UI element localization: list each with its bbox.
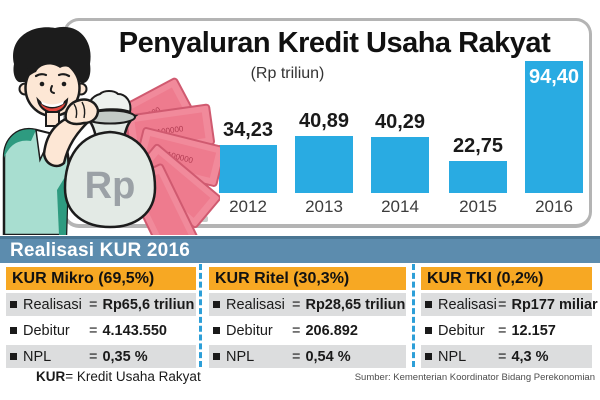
abbreviation-note: KUR= Kredit Usaha Rakyat [36,369,201,384]
bullet-square-icon [213,301,220,308]
bullet-square-icon [213,353,220,360]
bar-value-label: 34,23 [222,119,274,141]
abbrev-bold: KUR [36,369,66,384]
data-row: Realisasi = Rp28,65 triliun [209,293,406,316]
equals-sign: = [292,348,301,365]
bar-chart: 34,23 2012 40,89 2013 40,29 2014 22,75 2015 94,4… [219,61,583,216]
row-value: 206.892 [305,322,358,339]
column-header: KUR TKI (0,2%) [421,267,592,290]
money-bag-icon: Rp [63,90,157,229]
source-note: Sumber: Kementerian Koordinator Bidang P… [354,372,595,383]
equals-sign: = [292,296,301,313]
row-value: 4.143.550 [102,322,167,339]
row-label: NPL [23,348,52,365]
row-label: Realisasi [23,296,82,313]
person-figure [2,26,91,235]
bar-value-label: 40,89 [298,110,350,132]
dashed-divider [412,264,415,367]
data-row: Debitur = 12.157 [421,319,592,342]
row-label: NPL [438,348,467,365]
data-row: Realisasi = Rp177 miliar [421,293,598,316]
column-kur-mikro: KUR Mikro (69,5%) Realisasi = Rp65,6 tri… [6,267,196,368]
row-value: Rp177 miliar [511,296,598,313]
row-value: Rp65,6 triliun [102,296,195,313]
bar-2016 [525,61,583,193]
row-label: Realisasi [438,296,497,313]
column-kur-ritel: KUR Ritel (30,3%) Realisasi = Rp28,65 tr… [209,267,406,368]
equals-sign: = [498,322,507,339]
column-header: KUR Ritel (30,3%) [209,267,406,290]
bar-2014 [371,137,429,193]
bullet-square-icon [425,327,432,334]
row-value: 0,35 % [102,348,148,365]
bullet-square-icon [10,327,17,334]
equals-sign: = [292,322,301,339]
row-label: NPL [226,348,255,365]
bullet-square-icon [425,353,432,360]
bar-category-label: 2013 [305,197,343,216]
equals-sign: = [498,348,507,365]
dashed-divider [199,264,202,367]
row-label: Debitur [438,322,485,339]
bar-value-label: 40,29 [374,111,426,133]
bag-label: Rp [85,165,136,207]
equals-sign: = [89,296,98,313]
bar-category-label: 2012 [229,197,267,216]
bullet-square-icon [10,301,17,308]
row-value: 4,3 % [511,348,549,365]
bar-category-label: 2015 [459,197,497,216]
data-row: NPL = 0,35 % [6,345,196,368]
row-label: Debitur [226,322,273,339]
bar-category-label: 2016 [535,197,573,216]
bullet-square-icon [425,301,432,308]
bar-category-label: 2014 [381,197,419,216]
realisasi-banner-label: Realisasi KUR 2016 [10,240,190,261]
data-row: Debitur = 206.892 [209,319,406,342]
abbrev-rest: = Kredit Usaha Rakyat [65,369,201,384]
bar-value-label: 22,75 [452,135,504,157]
row-label: Realisasi [226,296,285,313]
column-header: KUR Mikro (69,5%) [6,267,196,290]
bar-value-label: 94,40 [528,66,580,88]
bullet-square-icon [213,327,220,334]
row-value: Rp28,65 triliun [305,296,406,313]
page-title: Penyaluran Kredit Usaha Rakyat [118,27,551,59]
bar-2012 [219,145,277,193]
chart-subtitle: (Rp triliun) [250,65,325,82]
column-kur-tki: KUR TKI (0,2%) Realisasi = Rp177 miliar … [421,267,598,368]
mascot-man-with-money-bag-icon: 100000 100000 100000 [2,26,220,235]
row-value: 12.157 [511,322,556,339]
equals-sign: = [89,348,98,365]
data-row: NPL = 4,3 % [421,345,592,368]
bullet-square-icon [10,353,17,360]
bar-2015 [449,161,507,193]
data-row: Realisasi = Rp65,6 triliun [6,293,196,316]
realisasi-banner: Realisasi KUR 2016 [0,236,600,263]
equals-sign: = [498,296,507,313]
equals-sign: = [89,322,98,339]
data-row: NPL = 0,54 % [209,345,406,368]
row-value: 0,54 % [305,348,351,365]
bar-2013 [295,136,353,193]
row-label: Debitur [23,322,70,339]
data-row: Debitur = 4.143.550 [6,319,196,342]
